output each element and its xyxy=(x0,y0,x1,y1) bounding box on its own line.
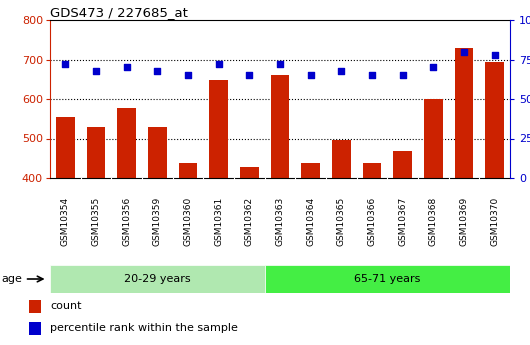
Point xyxy=(337,68,346,73)
Bar xyxy=(264,265,510,293)
Bar xyxy=(424,99,443,336)
Bar xyxy=(302,163,320,336)
Point xyxy=(215,61,223,67)
Bar xyxy=(209,80,228,336)
Point xyxy=(184,72,192,78)
Point xyxy=(429,65,438,70)
Text: GSM10356: GSM10356 xyxy=(122,197,131,246)
Point xyxy=(61,61,69,67)
Bar xyxy=(363,163,381,336)
Bar xyxy=(118,108,136,336)
Bar xyxy=(148,127,166,336)
Text: GSM10369: GSM10369 xyxy=(460,197,469,246)
Point xyxy=(490,52,499,58)
Point xyxy=(122,65,131,70)
Text: GSM10361: GSM10361 xyxy=(214,197,223,246)
Text: GSM10364: GSM10364 xyxy=(306,197,315,246)
Point xyxy=(92,68,100,73)
Bar xyxy=(393,151,412,336)
Text: GSM10367: GSM10367 xyxy=(398,197,407,246)
Bar xyxy=(56,117,75,336)
Bar xyxy=(455,48,473,336)
Bar xyxy=(332,140,350,336)
Point xyxy=(306,72,315,78)
Text: GSM10370: GSM10370 xyxy=(490,197,499,246)
Text: 20-29 years: 20-29 years xyxy=(124,274,191,284)
Bar xyxy=(271,75,289,336)
Text: GSM10354: GSM10354 xyxy=(61,197,70,246)
Text: GDS473 / 227685_at: GDS473 / 227685_at xyxy=(50,6,188,19)
Bar xyxy=(240,167,259,336)
Text: GSM10362: GSM10362 xyxy=(245,197,254,246)
Point xyxy=(245,72,253,78)
Point xyxy=(460,49,468,55)
Text: 65-71 years: 65-71 years xyxy=(354,274,420,284)
Bar xyxy=(87,127,105,336)
Text: age: age xyxy=(1,274,43,284)
Text: count: count xyxy=(50,301,82,311)
Text: GSM10363: GSM10363 xyxy=(276,197,285,246)
Text: GSM10368: GSM10368 xyxy=(429,197,438,246)
Point xyxy=(153,68,162,73)
Bar xyxy=(50,265,264,293)
Text: GSM10366: GSM10366 xyxy=(367,197,376,246)
Bar xyxy=(29,300,41,313)
Bar xyxy=(29,322,41,335)
Point xyxy=(276,61,284,67)
Text: GSM10359: GSM10359 xyxy=(153,197,162,246)
Point xyxy=(399,72,407,78)
Text: GSM10365: GSM10365 xyxy=(337,197,346,246)
Text: percentile rank within the sample: percentile rank within the sample xyxy=(50,323,238,333)
Text: GSM10355: GSM10355 xyxy=(92,197,101,246)
Text: GSM10360: GSM10360 xyxy=(183,197,192,246)
Point xyxy=(368,72,376,78)
Bar xyxy=(179,163,197,336)
Bar xyxy=(485,62,504,336)
